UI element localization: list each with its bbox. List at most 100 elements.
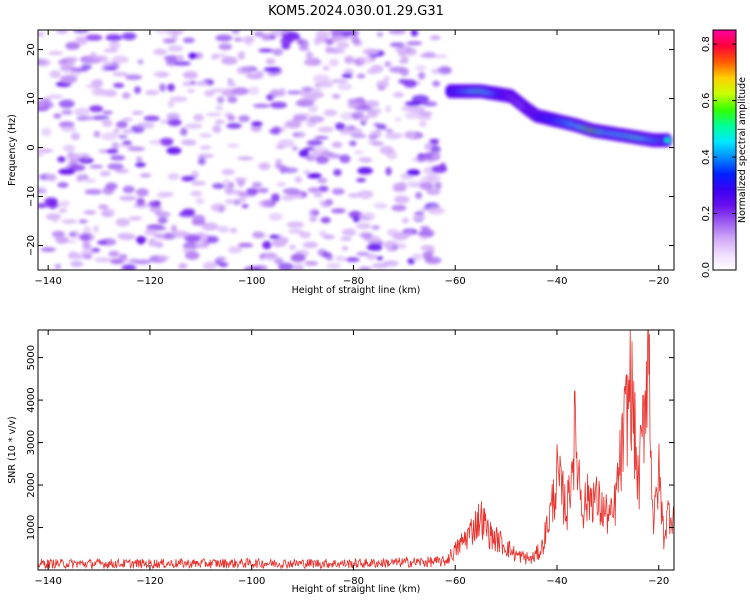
noise-blob [182, 71, 199, 80]
spectrogram-x-tick-label: −80 [343, 276, 364, 287]
noise-blob [122, 129, 133, 135]
colorbar-label: Normalized spectral amplitude [737, 77, 748, 223]
ridge-peak [664, 138, 670, 143]
noise-blob [271, 126, 282, 135]
noise-blob [372, 122, 381, 127]
noise-blob [371, 141, 384, 147]
colorbar-tick-label: 0.8 [701, 36, 712, 52]
noise-blob [258, 48, 274, 53]
noise-blob [155, 30, 174, 34]
noise-blob [377, 86, 386, 91]
noise-blob [134, 86, 141, 94]
noise-blob [403, 79, 417, 88]
noise-blob [340, 112, 356, 121]
noise-blob [406, 41, 423, 46]
noise-blob [101, 132, 118, 141]
noise-blob [414, 211, 425, 217]
noise-blob [227, 81, 236, 87]
noise-blob [296, 38, 304, 44]
noise-blob [61, 219, 78, 224]
noise-blob [291, 145, 299, 151]
noise-blob [169, 96, 188, 103]
noise-blob [143, 115, 160, 122]
noise-blob [331, 141, 343, 148]
noise-blob [392, 185, 407, 192]
noise-blob [360, 116, 369, 122]
noise-blob [294, 176, 302, 183]
noise-blob [418, 72, 426, 80]
noise-blob [214, 119, 225, 124]
snr-frame [37, 329, 675, 571]
noise-blob [131, 110, 144, 115]
noise-blob [373, 202, 388, 209]
noise-blob [103, 66, 116, 71]
noise-blob [110, 155, 126, 161]
noise-blob [167, 100, 175, 108]
noise-blob [128, 216, 142, 221]
noise-blob [136, 197, 145, 206]
noise-blob [336, 41, 350, 49]
noise-blob [391, 204, 407, 212]
noise-blob [58, 200, 70, 208]
noise-blob [98, 204, 109, 210]
noise-blob [152, 226, 168, 231]
noise-blob [62, 69, 77, 74]
noise-blob [116, 120, 128, 129]
noise-blob [314, 136, 329, 140]
noise-blob [159, 137, 174, 145]
noise-blob [312, 74, 330, 84]
spectrogram-x-tick-label: −140 [34, 276, 61, 287]
noise-blob [58, 168, 76, 175]
noise-blob [368, 235, 381, 243]
noise-blob [190, 180, 206, 186]
spectrogram-frame [37, 29, 675, 271]
noise-blob [122, 92, 131, 99]
noise-blob [303, 94, 313, 99]
noise-blob [73, 30, 89, 34]
noise-blob [279, 165, 288, 174]
noise-blob [252, 231, 264, 238]
noise-blob [417, 231, 430, 237]
noise-blob [320, 216, 331, 224]
noise-blob [376, 256, 384, 261]
spectrogram-x-label: Height of straight line (km) [292, 285, 421, 296]
noise-blob [326, 262, 341, 270]
noise-blob [49, 70, 61, 79]
noise-blob [201, 222, 219, 231]
noise-blob [330, 78, 349, 84]
noise-blob [78, 232, 95, 242]
noise-blob [227, 246, 243, 254]
noise-blob [299, 97, 317, 103]
colorbar-tick-label: 0.4 [701, 149, 712, 165]
noise-blob [265, 58, 276, 65]
noise-blob [349, 140, 357, 147]
noise-blob [227, 115, 236, 121]
noise-blob [166, 112, 181, 121]
noise-blob [302, 241, 319, 249]
noise-blob [180, 127, 188, 136]
noise-blob [135, 162, 146, 168]
noise-blob [83, 178, 97, 183]
noise-blob [124, 74, 143, 81]
noise-blob [359, 56, 374, 64]
spectrogram-ridge [445, 84, 673, 148]
noise-blob [163, 55, 180, 62]
noise-blob [85, 188, 103, 194]
noise-blob [370, 64, 384, 74]
noise-blob [383, 75, 390, 82]
noise-blob [199, 145, 212, 150]
noise-blob [317, 177, 328, 184]
noise-blob [335, 256, 347, 262]
noise-blob [153, 48, 168, 56]
chart-title: KOM5.2024.030.01.29.G31 [268, 4, 444, 19]
noise-blob [362, 48, 379, 55]
noise-blob [157, 217, 168, 224]
noise-blob [226, 122, 242, 129]
noise-blob [184, 234, 201, 243]
noise-blob [404, 112, 420, 119]
noise-blob [121, 32, 137, 41]
noise-blob [278, 139, 295, 148]
noise-blob [215, 105, 224, 111]
noise-blob [376, 31, 384, 38]
